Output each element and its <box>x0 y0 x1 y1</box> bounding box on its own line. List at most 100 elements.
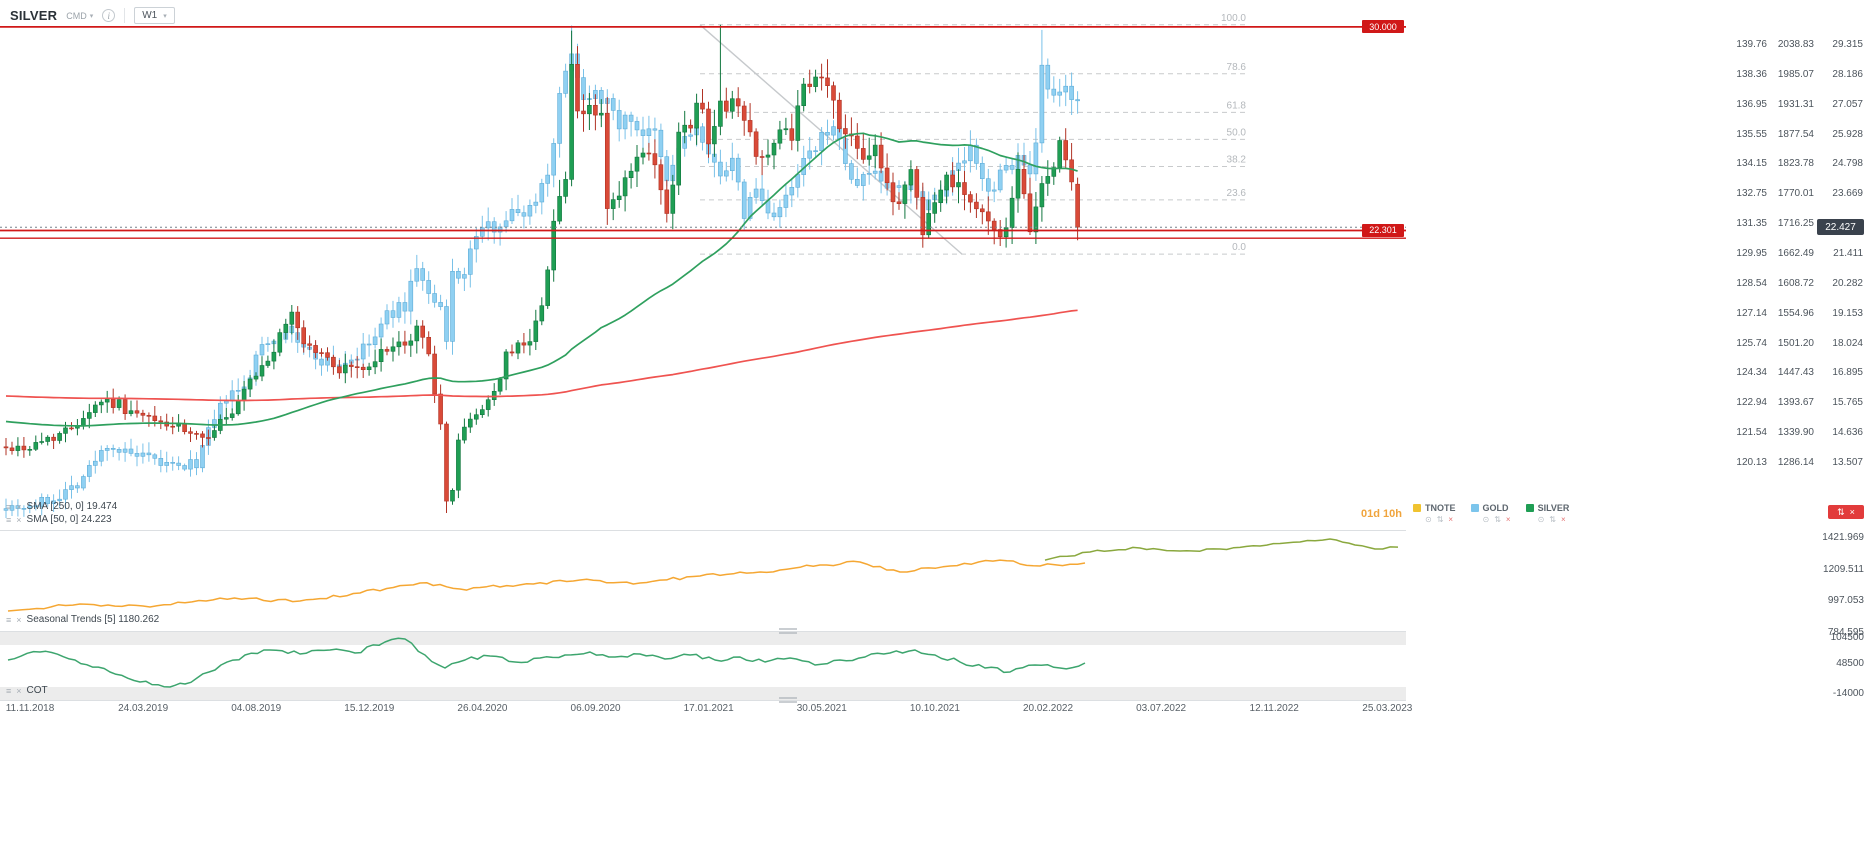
price-tick: 20.282 <box>1832 277 1863 289</box>
price-tick: 1339.90 <box>1777 427 1814 439</box>
seasonal-axis-tick: 1209.511 <box>1823 563 1864 575</box>
price-tick: 1931.31 <box>1777 98 1814 110</box>
panel-resize-handle[interactable] <box>779 697 797 703</box>
sma-250-line <box>5 309 1078 402</box>
legend-item-gold[interactable]: GOLD ⊙ ⇅ × <box>1470 503 1511 524</box>
legend-item-header: SILVER <box>1525 503 1569 513</box>
seasonal-history <box>7 559 1086 612</box>
visibility-eye-icon[interactable]: ⊙ <box>1482 515 1490 524</box>
visibility-eye-icon[interactable]: ⊙ <box>1537 515 1545 524</box>
instrument-color-swatch <box>1525 504 1534 512</box>
indicator-settings-icon[interactable]: ≡ <box>6 685 12 696</box>
instrument-controls-badge[interactable]: ⇅ × <box>1828 505 1864 519</box>
indicator-settings-icon[interactable]: ≡ <box>6 501 12 512</box>
price-tick: 25.928 <box>1832 128 1863 140</box>
price-tick: 132.75 <box>1736 188 1767 200</box>
price-tick: 131.35 <box>1736 218 1767 230</box>
indicator-settings-icon[interactable]: ≡ <box>6 614 12 625</box>
price-tick: 1501.20 <box>1777 337 1814 349</box>
fib-level-label: 38.2 <box>1227 155 1247 166</box>
indicator-row-cot: ≡ × COT <box>6 685 48 696</box>
cot-axis-tick: 48500 <box>1836 658 1864 670</box>
price-tick: 125.74 <box>1736 337 1767 349</box>
price-tick: 124.34 <box>1736 367 1767 379</box>
price-axis-silver[interactable]: 29.315 28.186 27.057 25.928 24.798 23.669 21.4… <box>1818 0 1863 717</box>
instrument-color-swatch <box>1470 504 1479 512</box>
price-tick: 29.315 <box>1832 39 1863 50</box>
close-icon[interactable]: × <box>1560 515 1566 524</box>
price-axis-gold[interactable]: 2038.83 1985.07 1931.31 1877.54 1823.78 1770.… <box>1769 0 1814 717</box>
price-tick: 23.669 <box>1832 188 1863 200</box>
chart-canvas[interactable]: 100.0 78.6 61.8 50.0 38.2 23.6 0.0 <box>0 0 1406 718</box>
time-axis[interactable]: 11.11.2018 24.03.2019 04.08.2019 15.12.2019… <box>0 700 1413 718</box>
silver-candles <box>3 24 1080 513</box>
instrument-name: TNOTE <box>1425 503 1456 513</box>
indicator-remove-icon[interactable]: × <box>16 685 22 696</box>
visibility-eye-icon[interactable]: ⊙ <box>1425 515 1432 524</box>
indicator-label-sma250: SMA [250, 0] 19.474 <box>26 501 118 512</box>
price-tick: 134.15 <box>1736 158 1767 170</box>
current-price-badge: 22.427 <box>1817 219 1864 236</box>
price-tick: 1985.07 <box>1777 68 1814 80</box>
legend-item-silver[interactable]: SILVER ⊙ ⇅ × <box>1525 503 1569 524</box>
legend-item-tnote[interactable]: TNOTE ⊙ ⇅ × <box>1413 503 1456 524</box>
price-tick: 28.186 <box>1832 68 1863 80</box>
scale-arrows-icon[interactable]: ⇅ <box>1837 506 1845 517</box>
price-tick: 1770.01 <box>1777 188 1814 200</box>
price-axis-tnote[interactable]: 139.76 138.36 136.95 135.55 134.15 132.75 131.… <box>1713 0 1767 717</box>
fib-level-label: 100.0 <box>1221 13 1246 24</box>
date-label: 24.03.2019 <box>118 703 169 714</box>
chevron-down-icon: ▾ <box>89 12 94 20</box>
price-tick: 18.024 <box>1832 337 1863 349</box>
price-tick: 122.94 <box>1736 397 1767 409</box>
date-label: 12.11.2022 <box>1249 703 1299 714</box>
timeframe-selector[interactable]: W1 ▾ <box>134 7 175 24</box>
scale-arrows-icon[interactable]: ⇅ <box>1549 515 1556 524</box>
market-label: CMD <box>66 10 87 21</box>
date-label: 30.05.2021 <box>796 703 847 714</box>
indicator-remove-icon[interactable]: × <box>16 514 22 525</box>
toolbar-divider <box>124 8 126 23</box>
indicator-remove-icon[interactable]: × <box>16 501 22 512</box>
close-icon[interactable]: × <box>1448 515 1454 524</box>
fibonacci-retracement[interactable]: 100.0 78.6 61.8 50.0 38.2 23.6 0.0 <box>699 13 1247 255</box>
panel-resize-handle[interactable] <box>779 628 797 634</box>
price-tick: 135.55 <box>1736 128 1767 140</box>
date-label: 11.11.2018 <box>5 703 55 714</box>
close-icon[interactable]: × <box>1849 507 1855 517</box>
price-tick: 16.895 <box>1832 367 1863 379</box>
indicator-remove-icon[interactable]: × <box>16 614 22 625</box>
instrument-name: GOLD <box>1482 503 1509 513</box>
legend-item-controls: ⊙ ⇅ × <box>1413 515 1456 524</box>
indicator-label-sma50: SMA [50, 0] 24.223 <box>26 514 112 525</box>
indicator-settings-icon[interactable]: ≡ <box>6 514 12 525</box>
close-icon[interactable]: × <box>1505 515 1511 524</box>
market-selector[interactable]: CMD ▾ <box>66 11 93 21</box>
price-tick: 127.14 <box>1736 307 1767 319</box>
overlay-legend: TNOTE ⊙ ⇅ × GOLD ⊙ ⇅ × SILVER ⊙ ⇅ × <box>1413 503 1569 524</box>
price-tick: 27.057 <box>1832 98 1863 110</box>
price-tick: 14.636 <box>1832 427 1863 439</box>
instrument-color-swatch <box>1413 504 1421 512</box>
indicator-label-cot: COT <box>26 685 48 696</box>
fib-level-label: 50.0 <box>1227 127 1247 138</box>
date-label: 04.08.2019 <box>231 703 282 714</box>
horizontal-price-lines[interactable] <box>0 25 1406 239</box>
seasonal-axis-tick: 784.595 <box>1827 627 1864 638</box>
price-tick: 136.95 <box>1736 98 1767 110</box>
seasonal-axis-tick: 997.053 <box>1827 595 1864 607</box>
scale-arrows-icon[interactable]: ⇅ <box>1494 515 1501 524</box>
price-tick: 1608.72 <box>1777 277 1814 289</box>
scale-arrows-icon[interactable]: ⇅ <box>1436 515 1444 524</box>
legend-item-header: TNOTE <box>1413 503 1456 513</box>
seasonal-trends-lines <box>7 538 1399 612</box>
date-label: 15.12.2019 <box>344 703 395 714</box>
fib-level-label: 61.8 <box>1227 100 1247 111</box>
date-label: 10.10.2021 <box>909 703 960 714</box>
date-label: 03.07.2022 <box>1136 703 1187 714</box>
price-line-badge: 30.000 <box>1362 20 1404 34</box>
price-tick: 1393.67 <box>1777 397 1814 409</box>
legend-item-header: GOLD <box>1470 503 1511 513</box>
info-icon[interactable]: i <box>102 9 116 22</box>
